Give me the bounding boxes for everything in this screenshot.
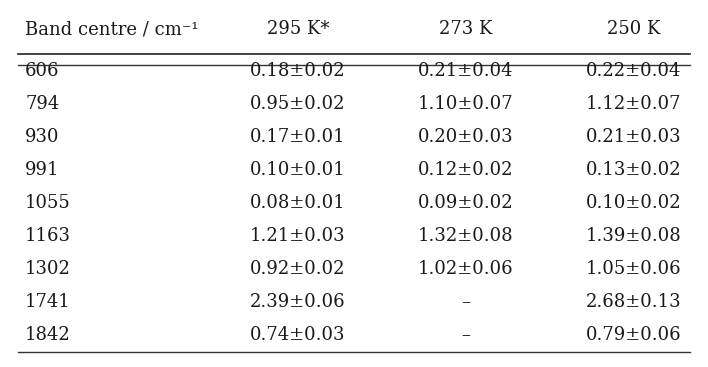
Text: 1.10±0.07: 1.10±0.07 — [418, 95, 514, 113]
Text: 1.12±0.07: 1.12±0.07 — [586, 95, 682, 113]
Text: 1.05±0.06: 1.05±0.06 — [586, 260, 682, 278]
Text: 0.17±0.01: 0.17±0.01 — [250, 128, 346, 146]
Text: 0.10±0.02: 0.10±0.02 — [586, 194, 682, 212]
Text: 1842: 1842 — [25, 326, 71, 344]
Text: 0.12±0.02: 0.12±0.02 — [418, 161, 514, 179]
Text: 0.10±0.01: 0.10±0.01 — [250, 161, 346, 179]
Text: 0.21±0.03: 0.21±0.03 — [586, 128, 682, 146]
Text: Band centre / cm⁻¹: Band centre / cm⁻¹ — [25, 20, 199, 38]
Text: 2.68±0.13: 2.68±0.13 — [586, 293, 682, 311]
Text: 1055: 1055 — [25, 194, 71, 212]
Text: 0.22±0.04: 0.22±0.04 — [586, 62, 682, 80]
Text: 1.39±0.08: 1.39±0.08 — [586, 227, 682, 245]
Text: 0.20±0.03: 0.20±0.03 — [418, 128, 514, 146]
Text: 0.92±0.02: 0.92±0.02 — [250, 260, 346, 278]
Text: 1.02±0.06: 1.02±0.06 — [418, 260, 514, 278]
Text: 295 K*: 295 K* — [267, 20, 329, 38]
Text: 0.09±0.02: 0.09±0.02 — [418, 194, 514, 212]
Text: 794: 794 — [25, 95, 59, 113]
Text: 1741: 1741 — [25, 293, 71, 311]
Text: 1.21±0.03: 1.21±0.03 — [250, 227, 346, 245]
Text: 930: 930 — [25, 128, 59, 146]
Text: 273 K: 273 K — [439, 20, 493, 38]
Text: 606: 606 — [25, 62, 59, 80]
Text: –: – — [462, 326, 470, 344]
Text: 0.95±0.02: 0.95±0.02 — [250, 95, 346, 113]
Text: 991: 991 — [25, 161, 59, 179]
Text: 0.18±0.02: 0.18±0.02 — [250, 62, 346, 80]
Text: 1163: 1163 — [25, 227, 72, 245]
Text: 250 K: 250 K — [607, 20, 661, 38]
Text: 0.08±0.01: 0.08±0.01 — [250, 194, 346, 212]
Text: 0.79±0.06: 0.79±0.06 — [586, 326, 682, 344]
Text: 2.39±0.06: 2.39±0.06 — [250, 293, 346, 311]
Text: 0.21±0.04: 0.21±0.04 — [418, 62, 514, 80]
Text: 0.13±0.02: 0.13±0.02 — [586, 161, 682, 179]
Text: 1302: 1302 — [25, 260, 71, 278]
Text: 1.32±0.08: 1.32±0.08 — [418, 227, 514, 245]
Text: 0.74±0.03: 0.74±0.03 — [250, 326, 346, 344]
Text: –: – — [462, 293, 470, 311]
